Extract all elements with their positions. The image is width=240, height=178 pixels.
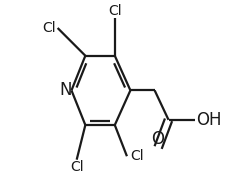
Text: N: N [59, 81, 72, 99]
Text: Cl: Cl [42, 21, 56, 35]
Text: Cl: Cl [108, 4, 122, 18]
Text: Cl: Cl [130, 149, 144, 163]
Text: O: O [152, 130, 165, 148]
Text: OH: OH [196, 111, 222, 129]
Text: Cl: Cl [70, 160, 84, 174]
